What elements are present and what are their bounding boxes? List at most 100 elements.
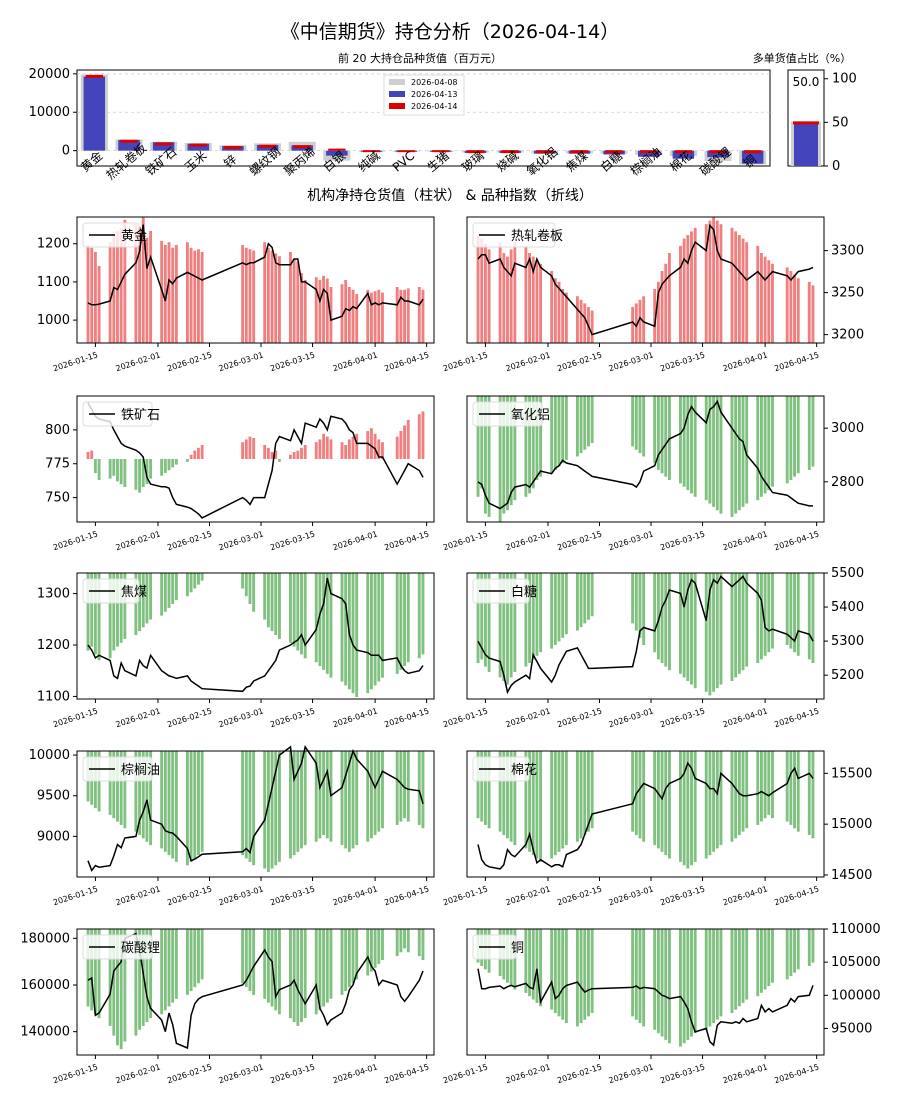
position-bar: [318, 573, 322, 667]
plot-frame: [76, 69, 771, 167]
position-bar: [759, 396, 763, 497]
position-bar: [134, 929, 138, 1036]
ratio-value-label: 50.0: [793, 75, 820, 89]
position-bar: [366, 289, 370, 343]
position-bar: [322, 433, 326, 459]
position-bar: [160, 459, 164, 476]
position-bar: [631, 573, 635, 624]
position-bar: [587, 751, 590, 832]
position-bar: [369, 292, 373, 343]
position-bar: [741, 396, 745, 507]
position-bar: [274, 751, 278, 866]
position-bar: [539, 573, 543, 653]
panel-legend: 黄金: [82, 222, 147, 248]
position-bar: [704, 396, 708, 501]
position-bar: [185, 242, 189, 343]
position-bar: [653, 573, 657, 653]
position-bar: [303, 445, 307, 459]
position-bar: [141, 751, 145, 839]
position-bar: [277, 256, 281, 343]
position-bar: [528, 751, 532, 852]
position-bar: [664, 573, 668, 667]
position-bar: [274, 573, 278, 636]
position-bar: [93, 573, 97, 655]
position-bar: [244, 247, 248, 343]
position-bar: [274, 450, 278, 459]
position-bar: [252, 573, 256, 612]
position-bar: [163, 573, 167, 612]
position-bar: [785, 751, 789, 822]
position-bar: [369, 428, 373, 459]
panel-legend: 热轧卷板: [472, 222, 563, 248]
position-bar: [395, 751, 399, 825]
y-tick-label: 750: [45, 491, 70, 506]
position-bar: [712, 751, 716, 852]
position-bar: [557, 573, 561, 642]
x-tick-label: 2026-04-01: [722, 1062, 769, 1085]
index-line: [477, 223, 814, 336]
position-bar: [553, 929, 557, 1013]
position-bar: [715, 929, 719, 1020]
position-bar: [811, 573, 815, 663]
position-bar: [197, 929, 200, 984]
position-bar: [575, 751, 579, 842]
x-tick-label: 2026-02-15: [166, 529, 213, 552]
bar-2026-04-13: [672, 150, 695, 159]
position-bar: [583, 303, 587, 343]
position-bar: [112, 573, 116, 651]
top-chart-title: 前 20 大持仓品种货值（百万元）: [338, 51, 502, 65]
position-bar: [575, 396, 579, 457]
position-bar: [583, 573, 587, 624]
position-bar: [417, 751, 421, 825]
legend-label: 2026-04-08: [411, 78, 458, 87]
position-bar: [399, 751, 403, 822]
x-tick-label: 2026-04-01: [722, 706, 769, 729]
x-tick-label: 2026-02-15: [556, 706, 603, 729]
position-bar: [642, 751, 646, 842]
position-bar: [638, 299, 642, 343]
position-bar: [550, 751, 554, 859]
position-bar: [550, 271, 554, 343]
position-bar: [116, 459, 119, 482]
position-bar: [197, 751, 200, 856]
position-bar: [123, 219, 127, 343]
index-line: [477, 968, 814, 1047]
position-bar: [200, 929, 204, 980]
position-bar: [347, 439, 351, 459]
position-bar: [506, 256, 509, 343]
position-bar: [693, 751, 697, 862]
panel-legend: 棕榈油: [82, 756, 160, 782]
position-bar: [756, 396, 760, 501]
position-bar: [266, 247, 270, 343]
bar-2026-04-14: [189, 143, 207, 147]
position-bar: [86, 245, 90, 343]
position-bar: [329, 573, 333, 678]
position-bar: [686, 751, 690, 869]
position-bar: [108, 573, 112, 659]
x-tick-label: 2026-03-01: [608, 350, 655, 373]
position-bar: [557, 396, 561, 467]
position-bar: [513, 396, 517, 501]
x-tick-label: 2026-03-15: [659, 1062, 706, 1085]
panel-legend: 碳酸锂: [82, 934, 160, 960]
position-bar: [737, 929, 741, 1007]
bar-2026-04-13: [187, 143, 210, 151]
position-bar: [123, 573, 127, 639]
position-bar: [189, 573, 193, 593]
position-bar: [134, 751, 138, 832]
position-bar: [498, 396, 502, 522]
position-bar: [590, 310, 594, 343]
position-bar: [793, 573, 796, 653]
position-bar: [263, 445, 267, 459]
position-bar: [149, 751, 153, 846]
bar-2026-04-14: [120, 139, 138, 143]
panel-frame: [76, 572, 435, 700]
position-bar: [193, 250, 197, 343]
position-bar: [531, 573, 535, 660]
x-tick-label: 2026-02-01: [115, 706, 162, 729]
legend-swatch: [389, 79, 405, 85]
y-tick-label: 110000: [831, 922, 881, 937]
position-bar: [483, 396, 487, 514]
